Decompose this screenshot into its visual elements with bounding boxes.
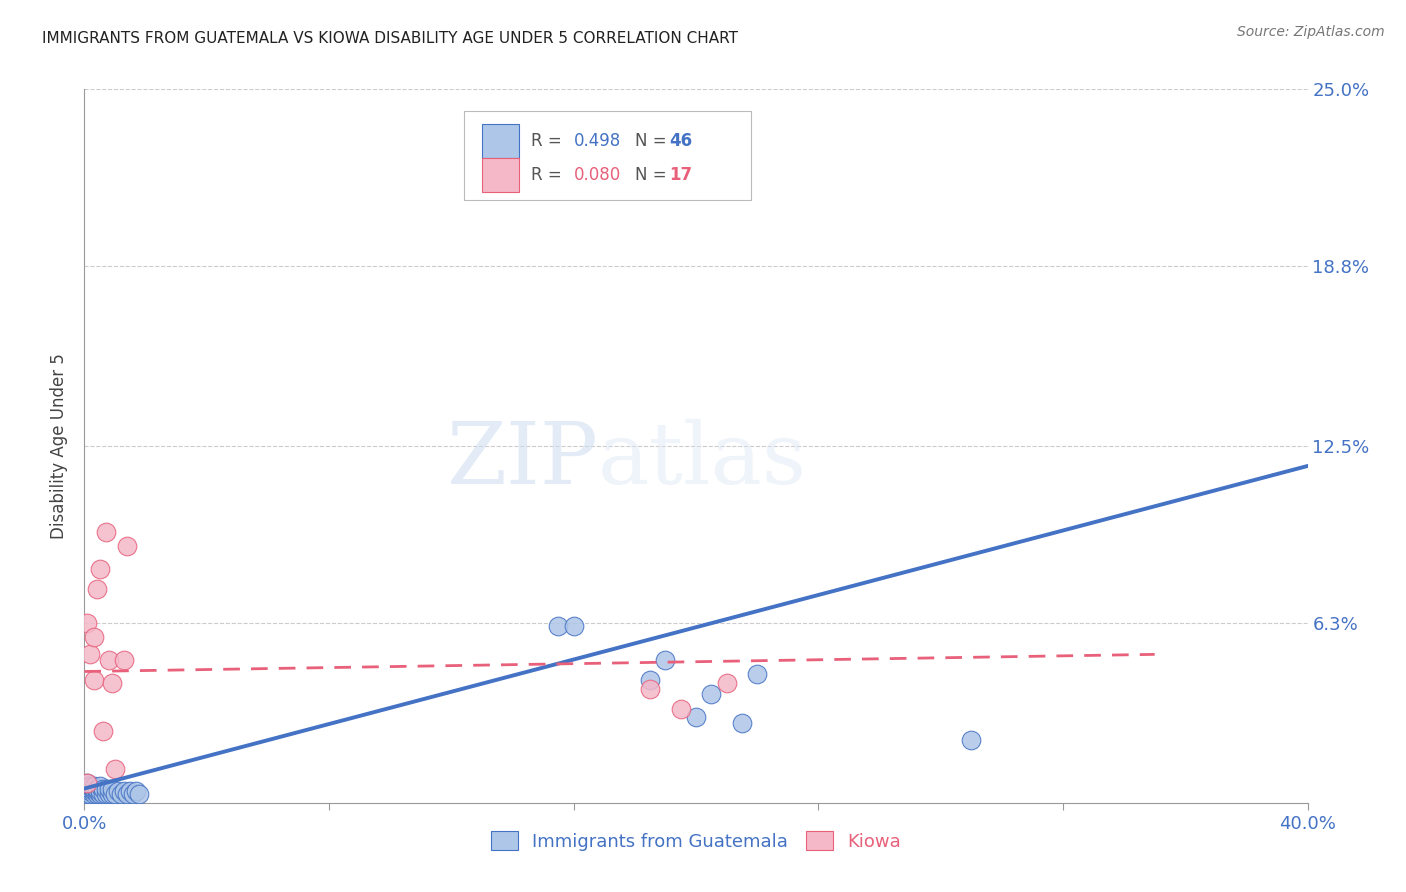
- Text: 0.498: 0.498: [574, 132, 621, 150]
- Point: [104, 762, 127, 776]
- Point: [115, 539, 138, 553]
- Point: [79, 781, 101, 796]
- Point: [76, 776, 98, 790]
- Point: [79, 787, 101, 801]
- Legend: Immigrants from Guatemala, Kiowa: Immigrants from Guatemala, Kiowa: [484, 824, 908, 858]
- Point: [128, 787, 150, 801]
- Point: [731, 715, 754, 730]
- Point: [685, 710, 707, 724]
- Point: [79, 648, 101, 662]
- Point: [97, 787, 120, 801]
- Point: [86, 784, 108, 798]
- FancyBboxPatch shape: [482, 124, 519, 159]
- Point: [638, 681, 661, 696]
- FancyBboxPatch shape: [482, 158, 519, 192]
- Point: [86, 787, 108, 801]
- Point: [547, 619, 569, 633]
- Point: [79, 779, 101, 793]
- Point: [94, 524, 117, 539]
- Point: [562, 619, 585, 633]
- Point: [76, 779, 98, 793]
- Point: [83, 787, 105, 801]
- Point: [76, 787, 98, 801]
- Point: [83, 781, 105, 796]
- Point: [89, 784, 111, 798]
- Point: [76, 781, 98, 796]
- Text: 0.080: 0.080: [574, 166, 621, 184]
- Point: [83, 673, 105, 687]
- Text: ZIP: ZIP: [446, 418, 598, 502]
- Point: [101, 787, 124, 801]
- Text: R =: R =: [531, 166, 567, 184]
- Point: [716, 676, 738, 690]
- Point: [76, 784, 98, 798]
- FancyBboxPatch shape: [464, 111, 751, 200]
- Point: [79, 784, 101, 798]
- Text: 46: 46: [669, 132, 692, 150]
- Point: [747, 667, 769, 681]
- Y-axis label: Disability Age Under 5: Disability Age Under 5: [51, 353, 69, 539]
- Point: [110, 787, 132, 801]
- Point: [669, 701, 692, 715]
- Point: [960, 733, 983, 747]
- Point: [97, 781, 120, 796]
- Point: [120, 784, 142, 798]
- Point: [86, 582, 108, 596]
- Point: [89, 787, 111, 801]
- Point: [700, 687, 723, 701]
- Point: [122, 787, 145, 801]
- Point: [83, 784, 105, 798]
- Point: [91, 781, 114, 796]
- Text: N =: N =: [636, 132, 666, 150]
- Point: [101, 676, 124, 690]
- Point: [104, 787, 127, 801]
- Point: [654, 653, 676, 667]
- Point: [101, 781, 124, 796]
- Text: R =: R =: [531, 132, 567, 150]
- Point: [89, 562, 111, 576]
- Point: [638, 673, 661, 687]
- Text: Source: ZipAtlas.com: Source: ZipAtlas.com: [1237, 25, 1385, 39]
- Point: [94, 787, 117, 801]
- Point: [86, 781, 108, 796]
- Point: [83, 779, 105, 793]
- Point: [115, 787, 138, 801]
- Text: 17: 17: [669, 166, 692, 184]
- Point: [125, 784, 148, 798]
- Point: [97, 653, 120, 667]
- Point: [112, 784, 135, 798]
- Text: atlas: atlas: [598, 418, 807, 502]
- Point: [107, 784, 129, 798]
- Point: [76, 615, 98, 630]
- Point: [91, 787, 114, 801]
- Point: [91, 724, 114, 739]
- Point: [76, 776, 98, 790]
- Point: [94, 781, 117, 796]
- Point: [89, 779, 111, 793]
- Point: [112, 653, 135, 667]
- Text: N =: N =: [636, 166, 666, 184]
- Text: IMMIGRANTS FROM GUATEMALA VS KIOWA DISABILITY AGE UNDER 5 CORRELATION CHART: IMMIGRANTS FROM GUATEMALA VS KIOWA DISAB…: [42, 31, 738, 46]
- Point: [83, 630, 105, 644]
